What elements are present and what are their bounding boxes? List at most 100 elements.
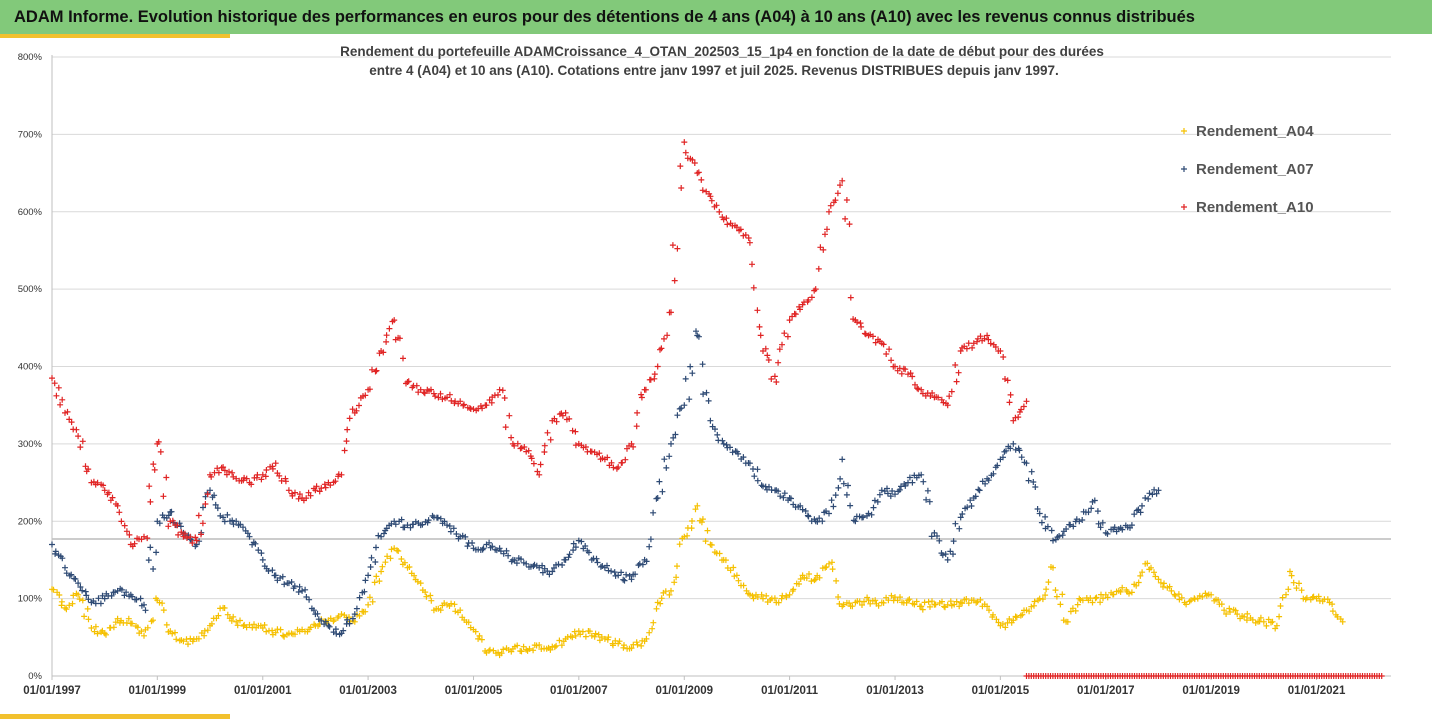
data-point xyxy=(539,569,546,576)
data-point xyxy=(1283,591,1289,598)
data-point xyxy=(380,349,387,356)
data-point xyxy=(58,598,65,605)
data-point xyxy=(1036,510,1043,517)
data-point xyxy=(180,638,187,645)
data-point xyxy=(551,644,558,651)
data-point xyxy=(713,202,720,209)
data-point xyxy=(228,617,235,624)
data-point xyxy=(295,495,302,502)
data-point xyxy=(601,635,608,642)
data-point xyxy=(754,594,761,600)
data-point xyxy=(562,409,569,416)
data-point xyxy=(204,491,211,498)
data-point xyxy=(118,518,125,525)
data-point xyxy=(775,359,782,366)
data-point xyxy=(1025,477,1032,484)
data-point xyxy=(815,265,822,272)
data-point xyxy=(775,599,782,606)
data-point xyxy=(451,601,458,608)
data-point xyxy=(596,450,603,457)
data-point xyxy=(195,512,202,519)
data-point xyxy=(141,533,147,540)
data-point xyxy=(1006,399,1013,406)
series-rendement-a04 xyxy=(49,502,1346,659)
data-point xyxy=(593,555,600,562)
data-point xyxy=(215,469,222,476)
data-point xyxy=(1269,618,1276,625)
data-point xyxy=(404,522,411,529)
data-point xyxy=(569,634,576,641)
data-point xyxy=(839,456,846,463)
data-point xyxy=(388,546,395,553)
data-point xyxy=(351,611,358,618)
data-point xyxy=(272,460,279,467)
data-point xyxy=(1148,564,1154,571)
data-point xyxy=(432,393,439,400)
data-point xyxy=(353,605,360,612)
x-axis-tick-labels: 01/01/1997 01/01/1999 01/01/2001 01/01/2003… xyxy=(23,685,1346,697)
data-point xyxy=(559,412,566,419)
data-point xyxy=(671,277,678,284)
data-point xyxy=(643,558,650,565)
data-point xyxy=(248,481,255,488)
data-point xyxy=(663,464,670,471)
data-point xyxy=(875,602,882,609)
data-point xyxy=(622,456,629,463)
data-point xyxy=(472,628,479,635)
data-point xyxy=(1186,598,1193,605)
data-point xyxy=(258,550,265,557)
data-point xyxy=(636,560,643,567)
data-point xyxy=(147,498,154,505)
data-point xyxy=(861,598,867,605)
data-point xyxy=(792,311,799,318)
data-point xyxy=(95,595,102,602)
data-point xyxy=(193,537,200,544)
data-point xyxy=(570,540,577,547)
data-point xyxy=(555,561,562,568)
data-point xyxy=(1088,505,1095,512)
data-point xyxy=(558,642,565,649)
data-point xyxy=(689,518,695,524)
data-point xyxy=(596,637,603,644)
data-point xyxy=(615,572,622,579)
data-point xyxy=(952,362,959,368)
data-point xyxy=(572,544,579,551)
data-point xyxy=(457,398,464,405)
data-point xyxy=(643,635,650,642)
data-point xyxy=(101,487,108,494)
data-point xyxy=(520,643,527,650)
data-point xyxy=(1087,595,1094,602)
data-point xyxy=(1183,601,1190,608)
data-point xyxy=(1227,609,1233,615)
data-point xyxy=(964,504,971,511)
data-point xyxy=(657,600,664,607)
data-point xyxy=(464,543,471,550)
data-point xyxy=(653,605,660,612)
data-point xyxy=(691,160,698,166)
data-point xyxy=(771,373,778,380)
x-tick-label: 01/01/1999 xyxy=(129,685,187,697)
data-point xyxy=(237,617,243,624)
data-point xyxy=(1208,591,1215,598)
data-points xyxy=(49,139,1385,679)
data-point xyxy=(1139,502,1145,509)
data-point xyxy=(702,538,709,545)
data-point xyxy=(366,386,373,393)
data-point xyxy=(781,490,788,497)
data-point xyxy=(302,586,309,593)
data-point xyxy=(387,555,394,562)
data-point xyxy=(656,478,663,485)
data-point xyxy=(559,562,566,568)
chart-subtitle-line-2: entre 4 (A04) et 10 ans (A10). Cotations… xyxy=(369,63,1059,78)
data-point xyxy=(582,543,589,549)
data-point xyxy=(541,449,548,455)
data-point xyxy=(1175,591,1182,598)
data-point xyxy=(163,474,170,481)
data-point xyxy=(566,415,573,422)
data-point xyxy=(100,482,107,489)
data-point xyxy=(1069,605,1076,612)
data-point xyxy=(395,548,402,554)
data-point xyxy=(870,333,876,340)
data-point xyxy=(351,618,358,625)
data-point xyxy=(378,533,385,540)
